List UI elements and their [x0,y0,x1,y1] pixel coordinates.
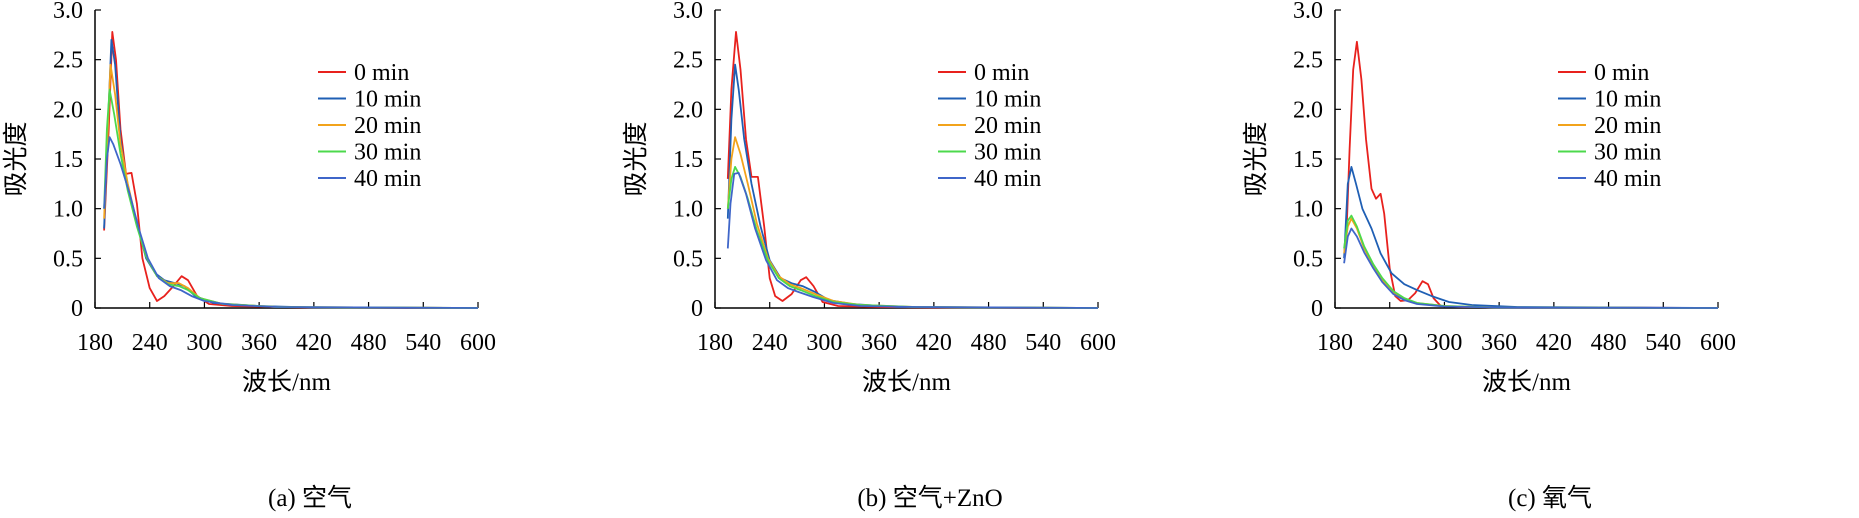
x-axis-label: 波长/nm [862,368,951,396]
x-tick-label: 300 [186,330,222,356]
y-tick-label: 3.0 [53,0,83,24]
y-tick-label: 1.0 [673,197,703,223]
series-line-5 [1343,227,1719,309]
chart-plot-c: 0 0.5 1.0 1.5 2.0 2.5 3.0 180 240 300 360 420 480 540… [1242,0,1736,396]
series-line-1 [1345,40,1719,309]
x-tick-label: 420 [916,330,952,356]
legend-label: 30 min [974,140,1041,166]
series-line-1 [103,31,479,309]
x-tick-label: 600 [1700,330,1736,356]
panel-caption-b: (b) 空气+ZnO [857,485,1003,512]
x-tick-label: 240 [752,330,788,356]
x-tick-label: 420 [296,330,332,356]
y-tick-label: 0.5 [1293,246,1323,272]
x-tick-label: 540 [405,330,441,356]
y-tick-label: 2.5 [1293,48,1323,74]
y-tick-label: 0 [71,296,83,322]
y-tick-label: 0.5 [673,246,703,272]
y-tick-label: 1.0 [53,197,83,223]
legend-label: 20 min [1594,113,1661,139]
x-tick-label: 360 [861,330,897,356]
series-line-3 [103,63,479,309]
legend-label: 0 min [1594,60,1649,86]
y-tick-label: 1.5 [1293,147,1323,173]
series-line-2 [1343,166,1719,309]
legend-label: 30 min [1594,140,1661,166]
x-tick-label: 480 [351,330,387,356]
series-line-2 [103,38,479,309]
legend-label: 40 min [974,166,1041,192]
y-tick-label: 2.0 [1293,97,1323,123]
x-tick-label: 360 [1481,330,1517,356]
legend-label: 10 min [1594,87,1661,113]
x-tick-label: 420 [1536,330,1572,356]
y-tick-label: 2.5 [53,48,83,74]
y-tick-label: 1.0 [1293,197,1323,223]
y-axis-label: 吸光度 [2,121,30,196]
x-tick-label: 240 [132,330,168,356]
x-tick-label: 180 [1317,330,1353,356]
x-tick-label: 180 [697,330,733,356]
series-line-5 [103,136,479,309]
legend-label: 0 min [354,60,409,86]
x-tick-label: 540 [1645,330,1681,356]
series-line-5 [726,172,1099,309]
y-tick-label: 3.0 [1293,0,1323,24]
x-tick-label: 240 [1372,330,1408,356]
y-axis-label: 吸光度 [622,121,650,196]
x-tick-label: 300 [1426,330,1462,356]
legend-label: 40 min [1594,166,1661,192]
x-tick-label: 540 [1025,330,1061,356]
x-tick-label: 480 [1591,330,1627,356]
series-line-4 [103,88,479,309]
series-line-2 [726,63,1099,309]
chart-panel-b: 0 0.5 1.0 1.5 2.0 2.5 3.0 180 240 300 360 420 480 540… [620,0,1240,518]
y-tick-label: 0 [691,296,703,322]
panel-caption-a: (a) 空气 [268,485,352,512]
legend-label: 0 min [974,60,1029,86]
y-tick-label: 3.0 [673,0,703,24]
chart-panel-a: 0 0.5 1.0 1.5 2.0 2.5 3.0 180 240 300 360 420 480 540… [0,0,620,518]
chart-plot-a: 0 0.5 1.0 1.5 2.0 2.5 3.0 180 240 300 360 420 480 540… [2,0,496,396]
series-line-4 [726,166,1099,309]
series-line-1 [726,31,1099,309]
x-axis-label: 波长/nm [242,368,331,396]
x-tick-label: 180 [77,330,113,356]
chart-panel-c: 0 0.5 1.0 1.5 2.0 2.5 3.0 180 240 300 360 420 480 540… [1240,0,1859,518]
chart-plot-b: 0 0.5 1.0 1.5 2.0 2.5 3.0 180 240 300 360 420 480 540… [622,0,1116,396]
legend-label: 10 min [974,87,1041,113]
legend-label: 20 min [354,113,421,139]
legend-label: 10 min [354,87,421,113]
y-tick-label: 2.0 [673,97,703,123]
legend-label: 20 min [974,113,1041,139]
y-tick-label: 1.5 [673,147,703,173]
x-tick-label: 300 [806,330,842,356]
x-tick-label: 600 [1080,330,1116,356]
y-tick-label: 0 [1311,296,1323,322]
y-tick-label: 2.5 [673,48,703,74]
x-tick-label: 600 [460,330,496,356]
x-axis-label: 波长/nm [1482,368,1571,396]
x-tick-label: 480 [971,330,1007,356]
y-axis-label: 吸光度 [1242,121,1270,196]
y-tick-label: 1.5 [53,147,83,173]
panel-caption-c: (c) 氧气 [1508,485,1592,512]
y-tick-label: 0.5 [53,246,83,272]
x-tick-label: 360 [241,330,277,356]
legend-label: 30 min [354,140,421,166]
y-tick-label: 2.0 [53,97,83,123]
legend-label: 40 min [354,166,421,192]
series-line-4 [1343,214,1719,309]
